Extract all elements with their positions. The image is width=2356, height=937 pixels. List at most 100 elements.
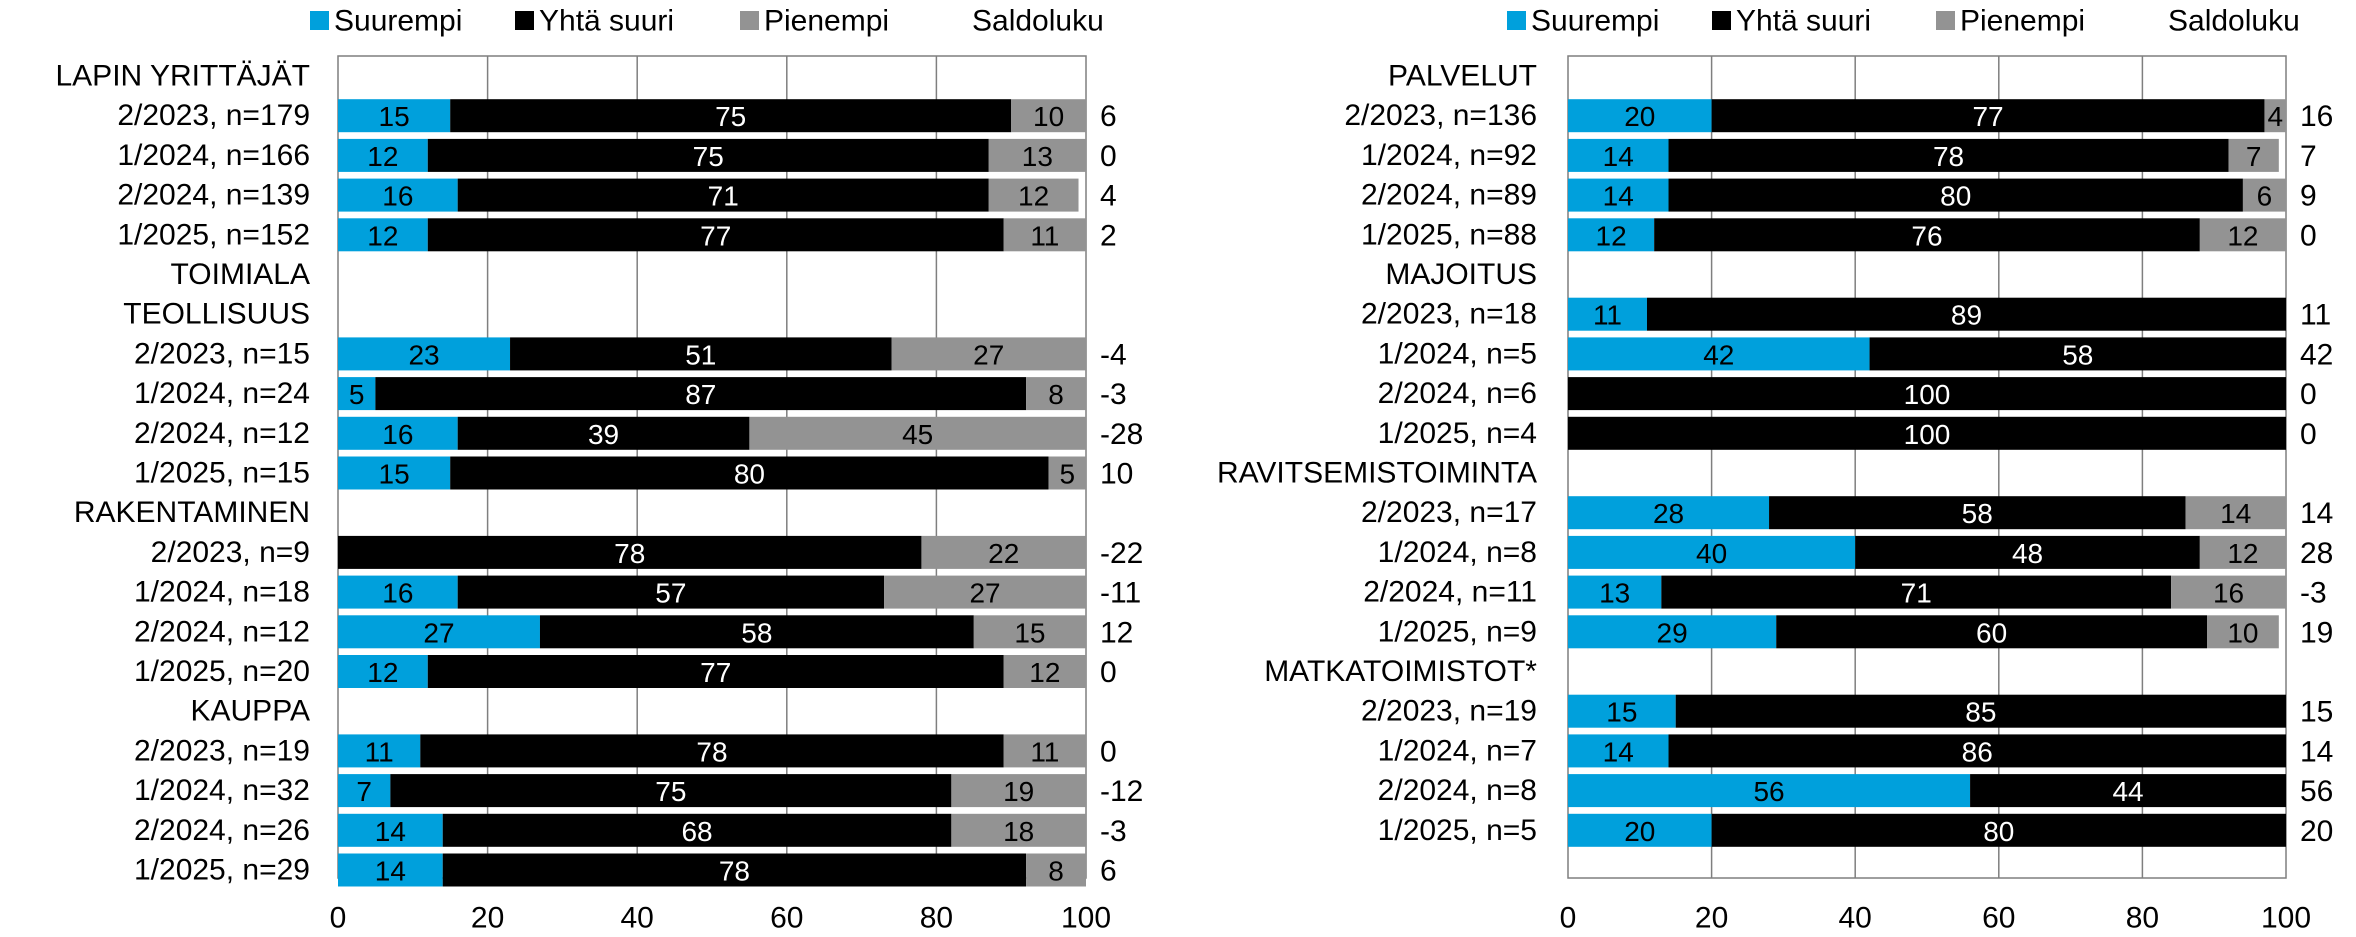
bar-segment <box>2264 99 2286 133</box>
bar-data-label: 27 <box>973 339 1004 370</box>
bar-segment <box>338 853 443 887</box>
bar-segment <box>1568 734 1669 768</box>
bar-data-label: 15 <box>379 101 410 132</box>
bar-data-label: 58 <box>2062 339 2093 370</box>
bar-data-label: 5 <box>349 379 365 410</box>
bar-segment <box>1654 218 2200 252</box>
bar-segment <box>1970 774 2286 808</box>
saldo-value: 2 <box>1100 219 1117 252</box>
bar-segment <box>2228 138 2279 172</box>
saldo-value: 20 <box>2300 815 2333 848</box>
bar-segment <box>338 774 391 808</box>
bar-segment <box>338 535 922 569</box>
bar-data-label: 77 <box>1972 101 2003 132</box>
saldo-value: 0 <box>1100 140 1117 173</box>
bar-segment <box>1675 694 2286 728</box>
legend-label: Suurempi <box>334 5 462 38</box>
bar-segment <box>1668 138 2229 172</box>
bar-row: 1/2024, n=18 16 57 27 -11 <box>134 575 1141 610</box>
legend-label: Pienempi <box>1960 5 2085 38</box>
bar-segment <box>338 416 458 450</box>
row-header-label: PALVELUT <box>1388 60 1537 93</box>
row-label: 1/2025, n=4 <box>1378 417 1537 450</box>
bar-segment <box>338 734 421 768</box>
bar-data-label: 7 <box>2246 141 2262 172</box>
bar-segment <box>1769 496 2186 530</box>
bar-segment <box>338 377 376 411</box>
bar-data-label: 13 <box>1022 141 1053 172</box>
saldo-value: -28 <box>1100 418 1143 451</box>
category-header: PALVELUT <box>1388 60 1537 93</box>
legend-label: Suurempi <box>1531 5 1659 38</box>
bar-data-label: 76 <box>1911 220 1942 251</box>
bar-data-label: 14 <box>1603 181 1634 212</box>
bar-row: 2/2024, n=11 13 71 16 -3 <box>1363 575 2327 610</box>
bar-data-label: 4 <box>2267 101 2283 132</box>
bar-data-label: 15 <box>379 459 410 490</box>
category-header: LAPIN YRITTÄJÄT <box>55 60 310 93</box>
bar-segment <box>2242 178 2286 212</box>
bar-data-label: 87 <box>685 379 716 410</box>
category-header: RAVITSEMISTOIMINTA <box>1217 457 1537 490</box>
bar-row: 2/2024, n=89 14 80 6 9 <box>1361 178 2317 213</box>
bar-segment <box>1003 655 1086 688</box>
category-header: TEOLLISUUS <box>123 298 310 331</box>
saldo-value: 0 <box>2300 418 2317 451</box>
bar-data-label: 10 <box>1033 101 1064 132</box>
bar-segment <box>450 456 1049 490</box>
bar-row: 1/2025, n=152 12 77 11 2 <box>117 218 1117 252</box>
saldo-value: 42 <box>2300 338 2333 371</box>
row-label: 2/2024, n=26 <box>134 814 310 847</box>
row-label: 1/2024, n=5 <box>1378 337 1537 370</box>
category-header: RAKENTAMINEN <box>74 496 310 529</box>
bar-segment <box>457 416 750 450</box>
bar-segment <box>1026 853 1086 887</box>
x-tick-label: 60 <box>770 902 803 935</box>
bar-data-label: 85 <box>1965 697 1996 728</box>
bar-data-label: 75 <box>715 101 746 132</box>
saldo-value: 12 <box>1100 616 1133 649</box>
bar-data-label: 7 <box>356 776 372 807</box>
row-label: 2/2024, n=6 <box>1378 377 1537 410</box>
bar-data-label: 78 <box>719 856 750 887</box>
bar-data-label: 11 <box>1030 736 1059 767</box>
bar-data-label: 60 <box>1976 617 2007 648</box>
saldo-value: 6 <box>1100 855 1117 888</box>
bar-data-label: 14 <box>2220 498 2251 529</box>
saldo-value: 0 <box>1100 656 1117 689</box>
bar-row: 2/2023, n=136 20 77 4 16 <box>1344 99 2333 133</box>
x-tick-label: 40 <box>1839 902 1872 935</box>
bar-row: 2/2023, n=18 11 89 11 <box>1361 297 2331 332</box>
bar-data-label: 29 <box>1657 617 1688 648</box>
bar-data-label: 12 <box>1018 181 1049 212</box>
row-header-label: TOIMIALA <box>171 258 310 291</box>
bar-data-label: 45 <box>902 419 933 450</box>
x-tick-label: 80 <box>920 902 953 935</box>
bar-segment <box>457 178 989 212</box>
row-header-label: MATKATOIMISTOT* <box>1264 655 1537 688</box>
bar-row: 2/2023, n=19 15 85 15 <box>1361 694 2333 729</box>
bar-data-label: 14 <box>1603 736 1634 767</box>
category-header: KAUPPA <box>191 695 311 728</box>
bar-data-label: 56 <box>1753 776 1784 807</box>
bar-segment <box>338 337 511 371</box>
bar-data-label: 13 <box>1599 578 1630 609</box>
category-header: MAJOITUS <box>1385 258 1537 291</box>
bar-data-label: 39 <box>588 419 619 450</box>
bar-data-label: 27 <box>423 617 454 648</box>
bar-data-label: 12 <box>367 141 398 172</box>
bar-data-label: 23 <box>408 339 439 370</box>
bar-data-label: 71 <box>708 181 739 212</box>
row-label: 1/2024, n=24 <box>134 377 310 410</box>
bar-segment <box>1026 377 1086 411</box>
bar-segment <box>1568 99 1712 133</box>
row-label: 1/2024, n=92 <box>1361 139 1537 172</box>
bar-data-label: 12 <box>367 220 398 251</box>
bar-segment <box>1646 297 2286 331</box>
bar-segment <box>884 575 1086 609</box>
bar-data-label: 20 <box>1624 101 1655 132</box>
bar-segment <box>1661 575 2172 609</box>
bar-row: 1/2025, n=15 15 80 5 10 <box>134 456 1133 491</box>
